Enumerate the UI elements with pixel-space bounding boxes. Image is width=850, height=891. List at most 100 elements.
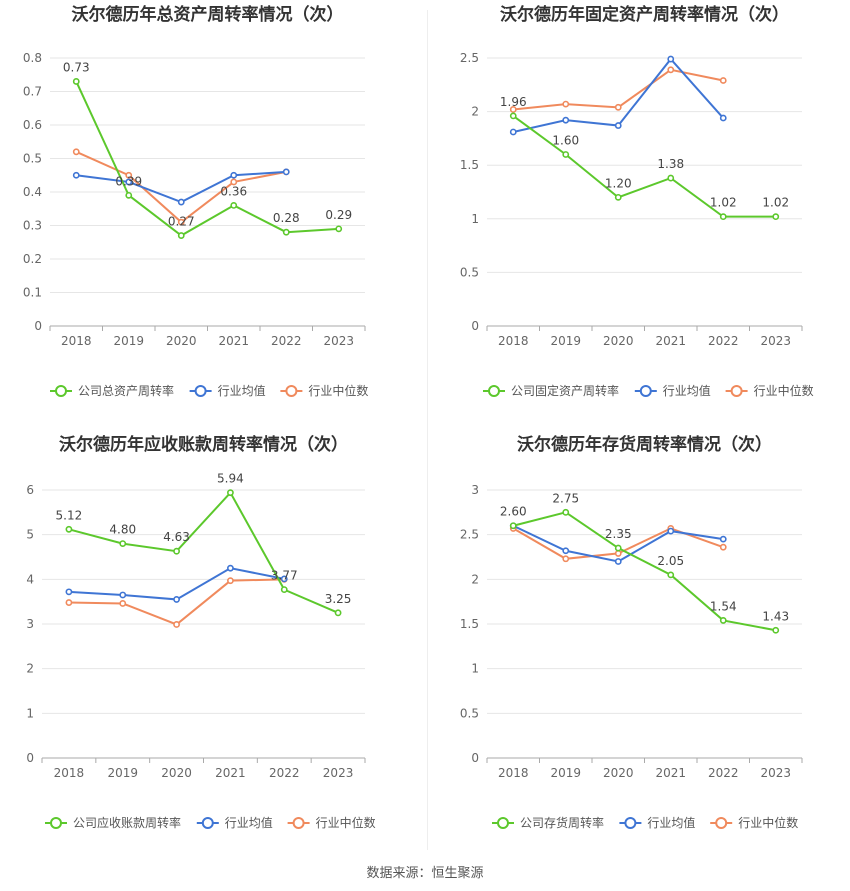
series-line-company bbox=[75, 81, 339, 237]
y-tick-label: 0.2 bbox=[23, 252, 42, 266]
legend-item-median[interactable]: 行业中位数 bbox=[710, 815, 798, 830]
data-point-median[interactable] bbox=[509, 106, 517, 113]
data-point-median[interactable] bbox=[719, 543, 727, 551]
legend-label: 行业均值 bbox=[663, 383, 711, 398]
data-point-company[interactable] bbox=[562, 151, 570, 158]
data-point-avg[interactable] bbox=[230, 171, 238, 179]
legend-item-company[interactable]: 公司总资产周转率 bbox=[50, 383, 174, 398]
data-point-avg[interactable] bbox=[72, 171, 80, 179]
data-point-avg[interactable] bbox=[614, 122, 622, 129]
data-point-company[interactable] bbox=[772, 213, 780, 221]
legend-item-median[interactable]: 行业中位数 bbox=[287, 815, 376, 830]
legend-item-median[interactable]: 行业中位数 bbox=[725, 383, 814, 398]
data-point-company[interactable] bbox=[173, 547, 180, 555]
x-tick-label: 2021 bbox=[215, 766, 246, 780]
y-tick-label: 0.6 bbox=[23, 118, 42, 132]
data-point-company[interactable] bbox=[65, 525, 73, 533]
data-point-avg[interactable] bbox=[177, 198, 185, 206]
data-point-median[interactable] bbox=[72, 148, 80, 156]
data-point-company[interactable] bbox=[667, 174, 675, 182]
data-point-median[interactable] bbox=[65, 599, 73, 606]
y-tick-label: 6 bbox=[26, 483, 34, 497]
legend-item-avg[interactable]: 行业均值 bbox=[619, 815, 695, 830]
legend-swatch-marker bbox=[285, 385, 298, 397]
data-point-company[interactable] bbox=[509, 522, 517, 530]
chart-fixed-asset-turnover: 沃尔德历年固定资产周转率情况（次） 0 0.5 1 1.5 2 2.5 2018 2019 202… bbox=[437, 0, 847, 420]
data-label: 1.43 bbox=[762, 609, 789, 623]
y-tick-label: 2.5 bbox=[460, 51, 479, 65]
y-tick-label: 1 bbox=[471, 212, 479, 226]
data-point-avg[interactable] bbox=[509, 128, 517, 136]
data-point-avg[interactable] bbox=[173, 596, 180, 603]
legend-item-median[interactable]: 行业中位数 bbox=[280, 383, 368, 398]
x-tick-label: 2019 bbox=[113, 334, 144, 348]
legend-item-company[interactable]: 公司应收账款周转率 bbox=[45, 815, 181, 830]
data-point-company[interactable] bbox=[280, 586, 288, 594]
data-point-median[interactable] bbox=[230, 178, 238, 186]
data-point-avg[interactable] bbox=[667, 55, 675, 63]
legend-item-avg[interactable]: 行业均值 bbox=[634, 383, 711, 398]
x-tick-label: 2020 bbox=[603, 766, 634, 780]
data-point-median[interactable] bbox=[614, 550, 622, 557]
panel-divider bbox=[427, 10, 428, 850]
data-point-median[interactable] bbox=[562, 555, 570, 563]
data-point-avg[interactable] bbox=[282, 168, 290, 176]
chart-svg: 沃尔德历年应收账款周转率情况（次） 0 1 2 3 4 5 6 2018 2019 2020 2021… bbox=[26, 434, 376, 830]
legend-item-avg[interactable]: 行业均值 bbox=[196, 815, 273, 830]
data-point-avg[interactable] bbox=[125, 178, 133, 186]
data-point-avg[interactable] bbox=[119, 591, 127, 599]
data-label: 0.27 bbox=[168, 215, 195, 229]
y-tick-label: 2 bbox=[26, 662, 34, 676]
chart-inventory-turnover: 沃尔德历年存货周转率情况（次） 0 0.5 1 1.5 2 2.5 3 2018 2019 2020… bbox=[437, 430, 847, 850]
data-point-median[interactable] bbox=[667, 66, 675, 74]
data-point-company[interactable] bbox=[227, 489, 234, 497]
data-point-median[interactable] bbox=[614, 103, 622, 111]
data-point-median[interactable] bbox=[125, 171, 133, 179]
data-point-avg[interactable] bbox=[719, 535, 727, 543]
data-point-company[interactable] bbox=[334, 609, 342, 617]
legend-label: 公司总资产周转率 bbox=[78, 383, 174, 398]
legend-item-company[interactable]: 公司固定资产周转率 bbox=[483, 383, 619, 398]
legend-item-company[interactable]: 公司存货周转率 bbox=[492, 815, 604, 830]
x-tick-label: 2020 bbox=[603, 334, 634, 348]
data-point-company[interactable] bbox=[562, 508, 570, 516]
data-point-avg[interactable] bbox=[719, 114, 727, 122]
data-point-avg[interactable] bbox=[562, 116, 570, 124]
data-point-company[interactable] bbox=[719, 213, 727, 221]
data-point-company[interactable] bbox=[614, 193, 622, 201]
data-point-avg[interactable] bbox=[667, 527, 675, 535]
data-point-company[interactable] bbox=[772, 626, 780, 634]
x-tick-label: 2022 bbox=[271, 334, 302, 348]
data-point-median[interactable] bbox=[173, 621, 180, 628]
data-point-avg[interactable] bbox=[562, 547, 570, 555]
data-point-median[interactable] bbox=[177, 218, 185, 226]
data-point-company[interactable] bbox=[614, 544, 622, 552]
data-point-company[interactable] bbox=[125, 191, 133, 199]
x-tick-label: 2021 bbox=[655, 766, 686, 780]
data-point-company[interactable] bbox=[719, 617, 727, 624]
data-point-avg[interactable] bbox=[227, 564, 234, 572]
legend-label: 行业均值 bbox=[647, 815, 695, 830]
data-point-median[interactable] bbox=[227, 577, 234, 585]
data-point-company[interactable] bbox=[509, 112, 517, 120]
data-point-median[interactable] bbox=[119, 600, 127, 607]
data-point-company[interactable] bbox=[667, 571, 675, 579]
data-point-avg[interactable] bbox=[614, 558, 622, 565]
data-point-company[interactable] bbox=[72, 78, 80, 85]
legend-item-avg[interactable]: 行业均值 bbox=[189, 383, 266, 398]
series-line-avg bbox=[513, 57, 724, 133]
data-label: 2.05 bbox=[657, 554, 684, 568]
data-point-company[interactable] bbox=[177, 232, 185, 239]
legend-label: 行业中位数 bbox=[316, 815, 376, 830]
data-point-avg[interactable] bbox=[280, 575, 288, 583]
data-point-company[interactable] bbox=[282, 228, 290, 236]
data-point-company[interactable] bbox=[119, 540, 127, 547]
data-point-company[interactable] bbox=[230, 201, 238, 209]
y-tick-label: 0.7 bbox=[23, 85, 42, 99]
data-point-median[interactable] bbox=[719, 77, 727, 84]
data-point-company[interactable] bbox=[335, 225, 343, 233]
y-tick-label: 0 bbox=[471, 319, 479, 333]
legend-swatch-marker bbox=[201, 817, 214, 829]
data-point-median[interactable] bbox=[562, 100, 570, 108]
data-point-avg[interactable] bbox=[65, 588, 73, 596]
